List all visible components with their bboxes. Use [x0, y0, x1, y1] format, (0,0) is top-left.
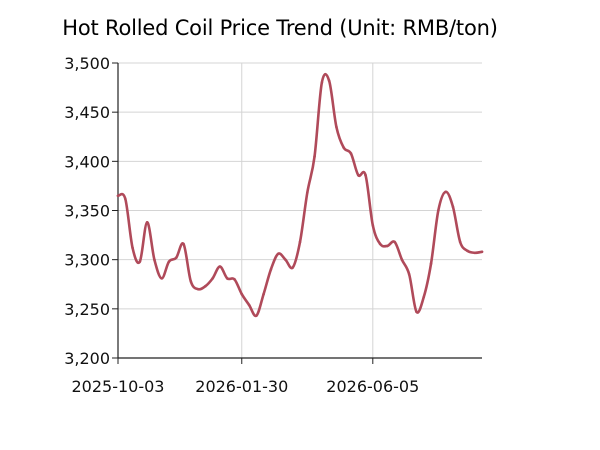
data-point — [407, 273, 411, 276]
data-point — [262, 292, 265, 296]
data-point — [451, 205, 455, 208]
data-point — [335, 125, 338, 129]
data-point — [204, 284, 207, 288]
data-point — [138, 260, 142, 263]
data-point — [400, 258, 404, 261]
data-point — [153, 258, 156, 261]
data-point — [473, 251, 477, 255]
data-point — [364, 173, 367, 177]
data-point — [247, 303, 251, 307]
data-point — [269, 268, 273, 271]
data-point — [378, 242, 382, 246]
y-tick-label: 3,400 — [64, 152, 110, 171]
data-point — [444, 190, 447, 194]
data-point — [342, 146, 345, 149]
data-point — [218, 265, 222, 268]
data-point — [305, 191, 309, 195]
y-tick-label: 3,350 — [64, 202, 110, 221]
data-point — [313, 155, 316, 158]
tick-labels: 3,200 3,250 3,300 3,350 3,400 3,450 3,500 2025-… — [64, 54, 419, 396]
data-point — [291, 266, 295, 269]
data-point — [233, 278, 236, 281]
data-point — [131, 246, 134, 250]
grid-lines — [117, 62, 482, 359]
axes — [112, 62, 482, 364]
data-point — [145, 221, 149, 224]
data-point — [255, 314, 258, 318]
data-point — [386, 244, 389, 248]
data-point — [422, 295, 426, 299]
y-tick-label: 3,250 — [64, 300, 110, 319]
data-point — [356, 173, 360, 177]
data-point — [123, 197, 127, 200]
x-tick-label: 2026-06-05 — [326, 377, 419, 396]
data-point — [429, 262, 433, 265]
y-tick-label: 3,500 — [64, 54, 110, 73]
data-point — [349, 152, 353, 155]
data-point — [225, 277, 229, 280]
data-point — [298, 240, 302, 244]
price-series-line — [116, 72, 484, 318]
data-point — [196, 287, 200, 291]
data-point — [276, 252, 280, 256]
data-point — [189, 280, 193, 283]
chart-title: Hot Rolled Coil Price Trend (Unit: RMB/t… — [62, 16, 498, 40]
x-tick-label: 2025-10-03 — [72, 377, 165, 396]
data-point — [240, 292, 244, 296]
data-point — [458, 240, 462, 244]
data-point — [466, 249, 469, 253]
data-point — [182, 242, 185, 246]
data-point — [415, 310, 418, 314]
data-point — [211, 277, 214, 280]
series — [116, 72, 484, 318]
data-point — [327, 79, 331, 82]
data-point — [393, 240, 396, 244]
data-point — [167, 260, 171, 263]
data-point — [371, 223, 375, 227]
data-point — [116, 194, 120, 198]
y-tick-label: 3,450 — [64, 103, 110, 122]
y-tick-label: 3,200 — [64, 349, 110, 368]
data-point — [480, 250, 484, 254]
data-point — [320, 81, 324, 84]
data-point — [174, 256, 178, 260]
y-tick-label: 3,300 — [64, 251, 110, 270]
data-point — [284, 258, 287, 261]
x-tick-label: 2026-01-30 — [195, 377, 288, 396]
data-point — [437, 209, 440, 212]
data-point — [160, 277, 163, 280]
